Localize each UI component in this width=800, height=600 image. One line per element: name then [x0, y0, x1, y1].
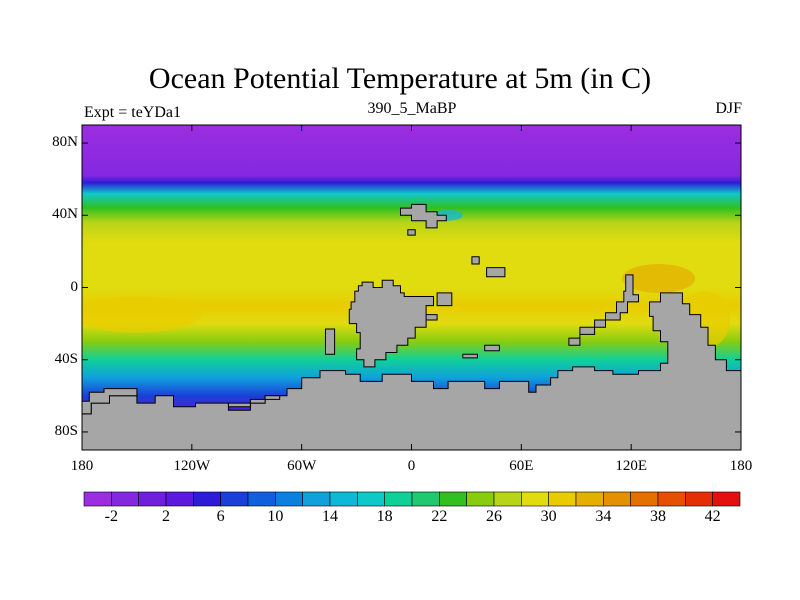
colorbar-swatch-17 [548, 491, 577, 507]
colorbar-label: 10 [267, 508, 284, 525]
colorbar-swatch-6 [247, 491, 276, 507]
colorbar-swatch-22 [685, 491, 713, 507]
lon-label: 120W [173, 458, 211, 474]
colorbar-label: 18 [376, 508, 393, 525]
colorbar-swatch-10 [357, 491, 385, 507]
lon-label: 180 [70, 458, 94, 474]
anomaly-0 [82, 296, 201, 333]
colorbar-swatch-9 [329, 491, 358, 507]
colorbar-swatch-14 [466, 491, 495, 507]
season-label: DJF [715, 100, 742, 117]
lon-label: 0 [407, 458, 416, 474]
colorbar-swatch-16 [521, 491, 549, 507]
lon-label: 120E [615, 458, 647, 474]
lat-label: 80N [52, 134, 78, 151]
land-mask [82, 203, 741, 450]
colorbar-swatch-2 [138, 491, 167, 507]
colorbar-swatch-20 [630, 491, 659, 507]
lat-label: 40N [52, 206, 78, 223]
lon-label: 180 [729, 458, 753, 474]
land-island-b [471, 256, 480, 265]
colorbar-swatch-11 [384, 491, 413, 507]
lat-label: 40S [54, 350, 78, 367]
colorbar-swatch-0 [83, 491, 112, 507]
colorbar-swatch-23 [712, 491, 741, 507]
colorbar-swatch-5 [220, 491, 249, 507]
land-island-g [462, 353, 478, 359]
land-island-f [484, 344, 500, 352]
colorbar-swatch-18 [575, 491, 604, 507]
colorbar-swatch-21 [657, 491, 686, 507]
anomaly-1 [622, 264, 696, 293]
land-island-a [407, 229, 416, 236]
colorbar-swatch-8 [302, 491, 331, 507]
colorbar-label: 14 [322, 508, 338, 525]
colorbar [83, 491, 741, 507]
land-island-c [486, 267, 506, 278]
lat-label: 80S [54, 422, 78, 439]
colorbar-label: 26 [486, 508, 502, 525]
colorbar-label: 38 [650, 508, 666, 525]
land-southeast-continent [82, 292, 741, 450]
colorbar-swatch-1 [111, 491, 139, 507]
colorbar-swatch-13 [439, 491, 467, 507]
lat-label: 0 [70, 278, 79, 295]
land-east-chain [568, 274, 639, 346]
land-africa-arabia [348, 279, 438, 368]
land-antarctic-tongue [227, 395, 281, 408]
colorbar-label: 22 [431, 508, 448, 525]
colorbar-swatch-4 [193, 491, 221, 507]
colorbar-swatch-19 [603, 491, 631, 507]
colorbar-label: 30 [540, 508, 557, 525]
experiment-label: Expt = teYDa1 [84, 104, 181, 121]
map-title: Ocean Potential Temperature at 5m (in C) [148, 62, 652, 95]
land-island-d [436, 292, 453, 307]
lon-label: 60E [509, 458, 534, 474]
land-west-antarctic-strip [82, 388, 138, 415]
land-island-e [325, 328, 336, 355]
axis-ticks [81, 125, 742, 450]
land-eurasia-north [400, 203, 447, 229]
time-label: 390_5_MaBP [367, 100, 457, 117]
colorbar-label: 6 [216, 508, 225, 525]
colorbar-label: 42 [704, 508, 721, 525]
colorbar-swatch-12 [411, 491, 440, 507]
colorbar-swatch-3 [165, 491, 194, 507]
colorbar-label: 34 [595, 508, 612, 525]
map-plot-area [82, 125, 741, 450]
colorbar-swatch-7 [275, 491, 303, 507]
colorbar-swatch-15 [493, 491, 522, 507]
colorbar-label: -2 [104, 508, 118, 525]
lon-label: 60W [287, 458, 317, 474]
colorbar-label: 2 [162, 508, 170, 525]
